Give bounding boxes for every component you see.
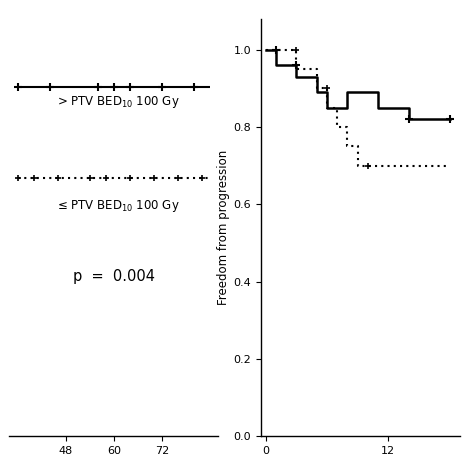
Text: > PTV BED$_{10}$ 100 Gy: > PTV BED$_{10}$ 100 Gy — [56, 94, 179, 110]
Text: p  =  0.004: p = 0.004 — [73, 269, 155, 284]
Text: ≤ PTV BED$_{10}$ 100 Gy: ≤ PTV BED$_{10}$ 100 Gy — [56, 198, 179, 214]
Y-axis label: Freedom from progression: Freedom from progression — [218, 150, 230, 305]
